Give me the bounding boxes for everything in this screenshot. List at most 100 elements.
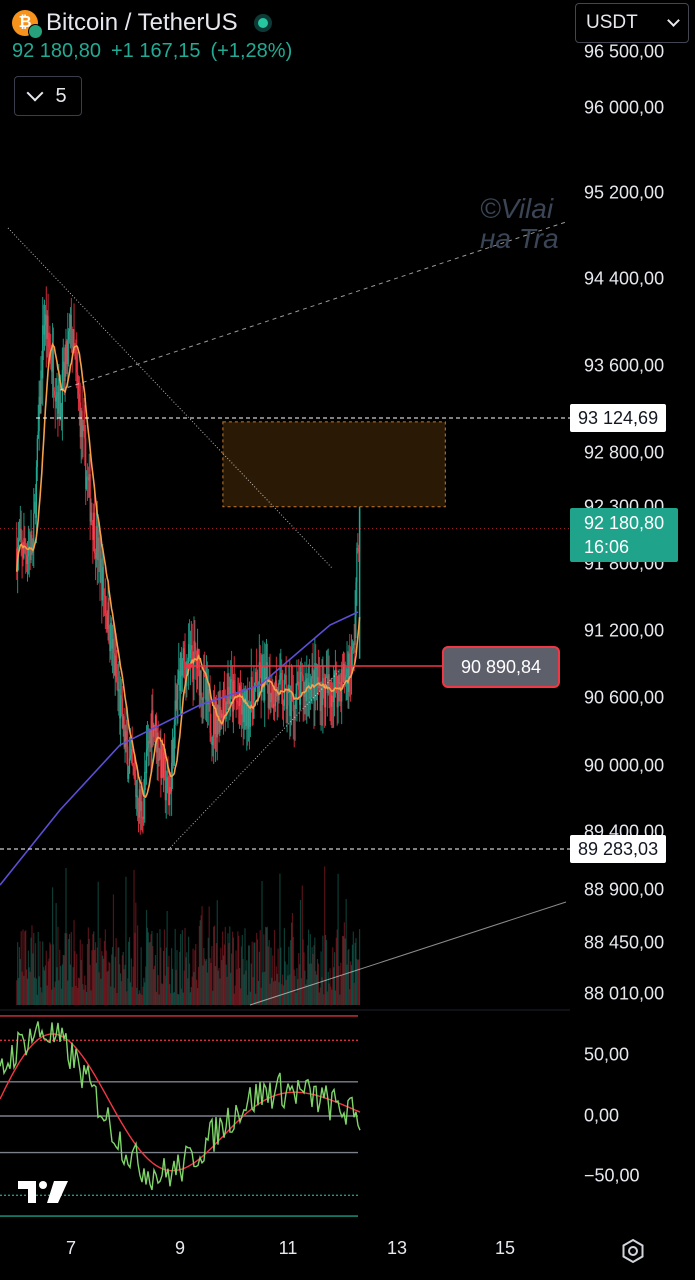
volume-bar — [226, 976, 228, 1005]
volume-bar — [205, 959, 208, 1005]
candle-body — [179, 670, 181, 691]
candle-body — [242, 693, 244, 723]
volume-bar — [291, 913, 294, 1005]
volume-bar — [159, 929, 161, 1005]
candle-body — [171, 739, 174, 763]
volume-bar — [164, 975, 166, 1005]
candle-body — [182, 648, 184, 661]
candle-body — [224, 702, 226, 719]
candle-body — [140, 801, 142, 811]
volume-bar — [60, 966, 62, 1005]
candle-body — [337, 675, 339, 708]
candle-body — [199, 670, 201, 696]
candle-body — [105, 613, 107, 617]
volume-bar — [251, 941, 253, 1005]
candle-body — [142, 818, 144, 820]
volume-bar — [213, 926, 215, 1005]
volume-bar — [130, 958, 132, 1005]
currency-value: USDT — [586, 12, 638, 33]
candle-body — [223, 697, 226, 703]
volume-trend-line — [249, 901, 567, 1006]
volume-bar — [43, 967, 45, 1005]
volume-bar — [299, 899, 302, 1005]
volume-bar — [256, 939, 259, 1005]
currency-selector-button[interactable]: USDT — [575, 3, 689, 43]
volume-bar — [193, 971, 195, 1005]
volume-bar — [316, 974, 318, 1005]
symbol-title[interactable]: Bitcoin / TetherUS — [46, 9, 238, 36]
volume-bar — [348, 948, 350, 1005]
volume-bar — [52, 944, 55, 1005]
volume-bar — [301, 885, 303, 1005]
interval-selector-button[interactable]: 5 — [14, 76, 82, 116]
volume-bar — [358, 929, 361, 1005]
candle-body — [115, 655, 117, 678]
candle-body — [206, 681, 209, 705]
candle-body — [273, 704, 275, 708]
candle-body — [353, 643, 355, 645]
candle-body — [247, 709, 250, 729]
volume-bar — [238, 935, 240, 1005]
candle-body — [289, 685, 291, 717]
candle-body — [357, 547, 359, 550]
support-level-tag[interactable]: 89 283,03 — [570, 835, 667, 863]
candle-body — [114, 655, 116, 676]
candle-body — [98, 537, 100, 552]
candle-body — [269, 677, 271, 702]
volume-bar — [300, 978, 302, 1005]
volume-bar — [228, 943, 230, 1005]
volume-bar — [175, 969, 177, 1005]
watermark: ©Vilai на Tra — [480, 194, 568, 254]
candle-body — [255, 672, 257, 683]
measure-tool-label[interactable]: 90 890,84 — [442, 646, 560, 688]
tradingview-logo-icon[interactable] — [16, 1178, 70, 1206]
volume-bar — [18, 947, 21, 1005]
candle-body — [34, 501, 36, 514]
symbol-row[interactable]: ₿ Bitcoin / TetherUS — [12, 6, 292, 40]
volume-bar — [189, 992, 192, 1005]
oscillator-axis-label: 0,00 — [584, 1105, 620, 1126]
volume-bar — [84, 975, 86, 1005]
candle-body — [120, 695, 123, 699]
volume-bar — [223, 944, 226, 1005]
volume-bar — [22, 929, 24, 1005]
volume-bar — [176, 950, 178, 1005]
volume-bar — [124, 964, 126, 1005]
chevron-down-icon — [667, 14, 680, 27]
volume-bar — [246, 960, 248, 1005]
volume-bar — [337, 873, 339, 1005]
volume-bar — [177, 994, 179, 1005]
candle-body — [164, 759, 166, 801]
volume-bar — [188, 963, 191, 1005]
volume-bar — [229, 926, 231, 1005]
volume-bar — [106, 971, 108, 1005]
candle-body — [197, 648, 200, 656]
bitcoin-icon: ₿ — [12, 10, 43, 39]
volume-bar — [60, 988, 63, 1005]
candle-body — [45, 314, 47, 340]
volume-bar — [153, 965, 156, 1005]
volume-bar — [231, 931, 234, 1005]
volume-bar — [161, 983, 163, 1005]
volume-bar — [247, 945, 250, 1005]
volume-bar — [29, 971, 31, 1005]
volume-bar — [314, 937, 316, 1005]
candle-body — [290, 701, 292, 717]
volume-bar — [30, 937, 32, 1005]
candle-body — [79, 402, 81, 438]
candle-body — [332, 695, 334, 703]
candle-body — [174, 700, 176, 726]
candle-body — [282, 704, 285, 706]
candle-body — [153, 725, 155, 737]
volume-bar — [197, 966, 200, 1005]
candle-body — [133, 767, 135, 775]
candle-body — [339, 682, 341, 684]
candle-body — [190, 645, 192, 650]
volume-bar — [137, 994, 140, 1005]
volume-bar — [46, 985, 48, 1005]
gear-icon[interactable] — [620, 1238, 646, 1264]
candle-body — [73, 329, 75, 349]
resistance-level-tag[interactable]: 93 124,69 — [570, 404, 667, 432]
